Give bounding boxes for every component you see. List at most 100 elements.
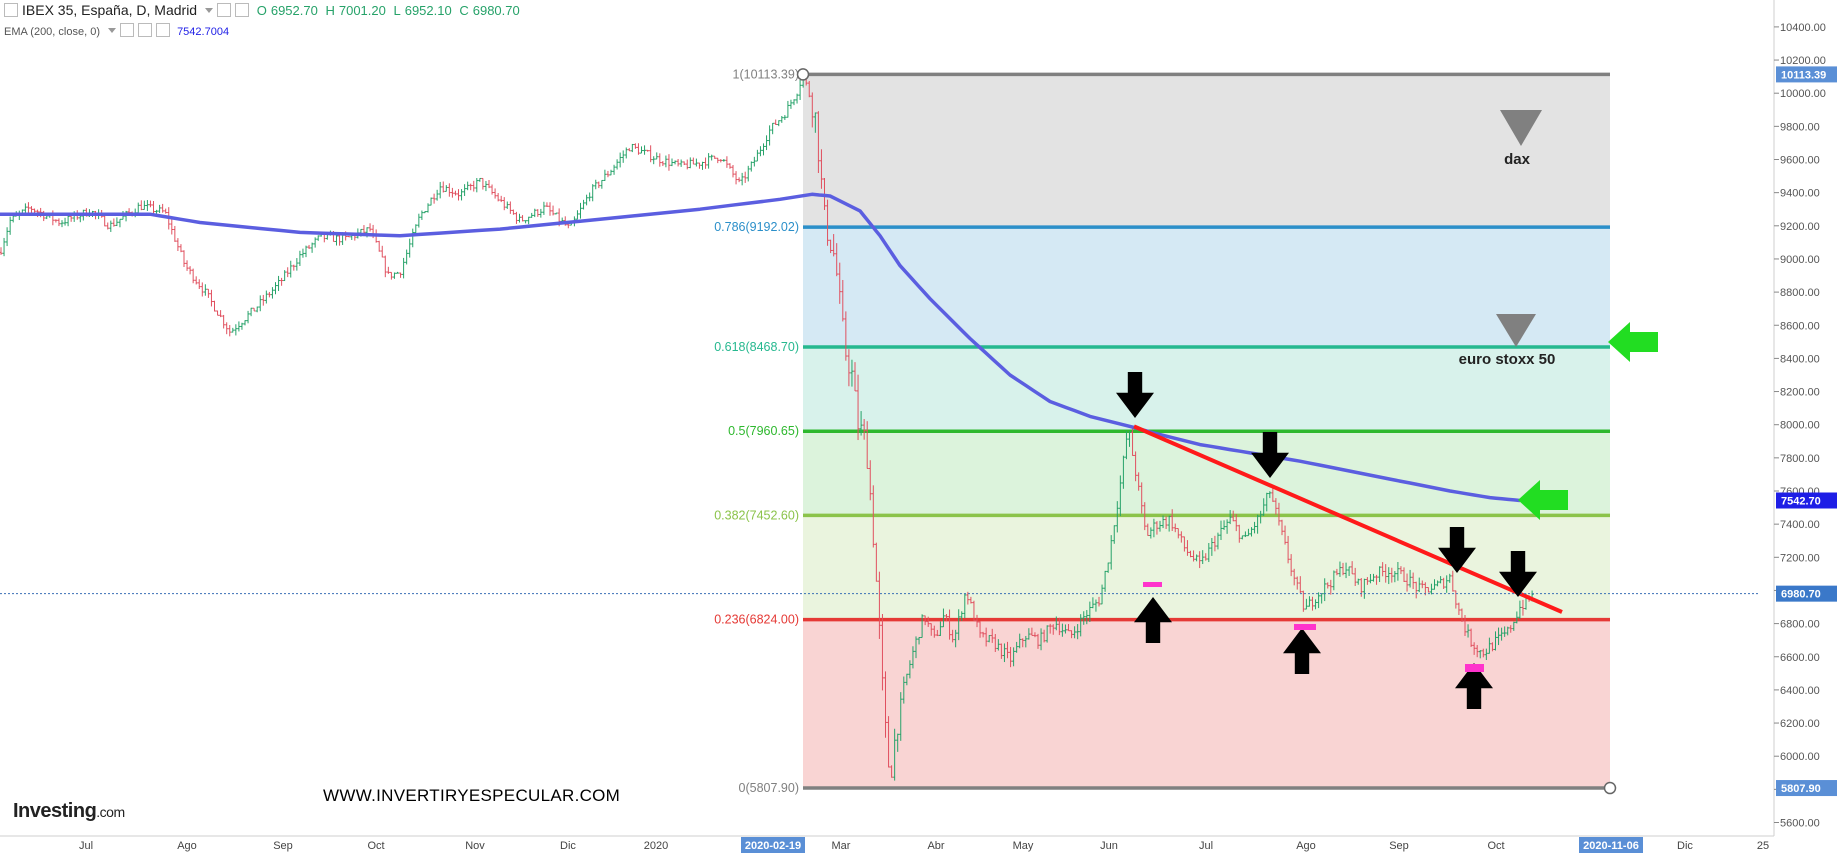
ohlc-bar xyxy=(844,311,848,361)
symbol-title: IBEX 35, España, D, Madrid xyxy=(22,2,198,18)
ohlc-bar xyxy=(1338,561,1342,577)
ohlc-bar xyxy=(414,224,418,233)
ohlc-bar xyxy=(682,161,686,166)
ohlc-bar xyxy=(1277,502,1281,526)
ohlc-bar xyxy=(484,180,488,192)
ohlc-bar xyxy=(664,155,668,168)
ohlc-bar xyxy=(880,614,884,691)
ohlc-bar xyxy=(441,181,445,193)
dax-marker-icon xyxy=(1500,110,1542,146)
collapse-icon[interactable] xyxy=(4,3,18,17)
ohlc-bar xyxy=(518,213,521,223)
ohlc-bar xyxy=(771,122,775,135)
ohlc-bar xyxy=(935,629,939,637)
fib-label-1: 1(10113.39) xyxy=(733,67,800,81)
ema-200-line xyxy=(0,192,1521,503)
settings-icon[interactable] xyxy=(235,3,250,17)
time-tick-label: 25 xyxy=(1757,840,1769,852)
ohlc-bar xyxy=(701,161,704,170)
close-label: C xyxy=(459,3,469,18)
ohlc-bar xyxy=(789,99,793,109)
ohlc-bar xyxy=(740,172,744,186)
time-tick-label: Oct xyxy=(367,840,384,852)
ohlc-bar xyxy=(1497,627,1501,646)
ohlc-bar xyxy=(1112,525,1116,544)
ohlc-bar xyxy=(1518,600,1522,620)
ohlc-bar xyxy=(1106,562,1110,573)
ohlc-bar xyxy=(1335,568,1339,576)
chevron-down-icon[interactable] xyxy=(205,8,214,13)
watermark-url: WWW.INVERTIRYESPECULAR.COM xyxy=(323,786,621,805)
price-tick-label: 9000.00 xyxy=(1780,254,1820,266)
price-tick-label: 8200.00 xyxy=(1780,387,1820,399)
ohlc-bar xyxy=(667,154,671,171)
ohlc-bar xyxy=(1515,611,1519,624)
ohlc-bar xyxy=(1128,431,1131,447)
visibility-icon[interactable] xyxy=(217,3,232,17)
ohlc-bar xyxy=(292,264,296,271)
time-label-text: 2020-11-06 xyxy=(1583,840,1639,852)
ohlc-bar xyxy=(377,240,381,252)
ohlc-bar xyxy=(1006,641,1009,659)
price-label-badge xyxy=(1776,585,1837,602)
ohlc-bar xyxy=(1329,579,1333,595)
time-tick-label: Ago xyxy=(1296,840,1316,852)
ohlc-bar xyxy=(1192,550,1196,562)
ohlc-bar xyxy=(1375,574,1379,585)
ohlc-bar xyxy=(813,112,817,133)
ohlc-bar xyxy=(1475,645,1479,658)
ohlc-bar xyxy=(1494,631,1497,651)
ohlc-bar xyxy=(999,643,1003,659)
ohlc-bar xyxy=(1009,646,1013,668)
time-tick-label: Dic xyxy=(1677,840,1693,852)
close-icon[interactable] xyxy=(156,23,170,37)
ohlc-bar xyxy=(752,156,756,167)
price-tick-label: 10200.00 xyxy=(1780,55,1826,67)
price-bars xyxy=(0,72,1534,781)
ohlc-bar xyxy=(600,179,604,189)
ohlc-bar xyxy=(594,179,598,190)
ohlc-bar xyxy=(1170,509,1174,532)
ohlc-bar xyxy=(951,629,955,643)
ohlc-bar xyxy=(213,300,216,312)
ohlc-bar xyxy=(582,199,586,210)
ohlc-bar xyxy=(966,591,970,605)
ohlc-bar xyxy=(26,202,30,213)
ohlc-bar xyxy=(871,485,875,548)
ohlc-bar xyxy=(1164,516,1168,530)
ohlc-bar xyxy=(893,728,897,781)
ohlc-bar xyxy=(1234,514,1238,532)
ohlc-bar xyxy=(874,542,878,582)
ohlc-bar xyxy=(1353,567,1357,587)
ohlc-bar xyxy=(1347,566,1351,576)
ohlc-bar xyxy=(1115,501,1119,533)
ohlc-bar xyxy=(826,199,830,246)
ohlc-bar xyxy=(1384,564,1388,583)
settings-icon[interactable] xyxy=(138,23,152,37)
ohlc-bar xyxy=(868,460,872,501)
chevron-down-icon[interactable] xyxy=(108,28,116,33)
ohlc-bar xyxy=(548,202,552,216)
ohlc-bar xyxy=(267,291,271,298)
ohlc-bar xyxy=(139,200,143,211)
down-arrow-icon xyxy=(1499,551,1537,597)
ohlc-bar xyxy=(877,571,881,639)
ohlc-bar xyxy=(1204,553,1208,561)
price-label-badge xyxy=(1776,66,1837,83)
price-tick-label: 10000.00 xyxy=(1780,88,1826,100)
ohlc-bar xyxy=(124,210,128,222)
ohlc-bar xyxy=(1253,521,1257,534)
ohlc-bar xyxy=(173,225,177,242)
ohlc-bar xyxy=(280,277,284,286)
ohlc-bar xyxy=(1146,523,1150,536)
ohlc-bar xyxy=(23,203,27,214)
ohlc-bar xyxy=(420,210,424,220)
ohlc-bar xyxy=(646,149,650,152)
fib-zone-1-0.786 xyxy=(803,74,1610,228)
ohlc-bar xyxy=(896,733,900,752)
ohlc-bar xyxy=(493,188,497,199)
ohlc-bar xyxy=(697,162,701,169)
visibility-icon[interactable] xyxy=(120,23,134,37)
ohlc-bar xyxy=(447,183,451,197)
